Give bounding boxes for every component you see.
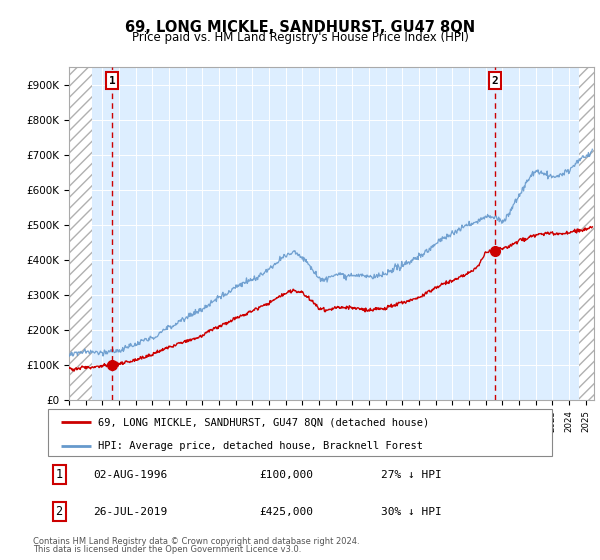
- Text: £425,000: £425,000: [260, 507, 314, 517]
- FancyBboxPatch shape: [48, 409, 552, 456]
- Text: 69, LONG MICKLE, SANDHURST, GU47 8QN: 69, LONG MICKLE, SANDHURST, GU47 8QN: [125, 20, 475, 35]
- Text: 02-AUG-1996: 02-AUG-1996: [94, 470, 167, 479]
- Text: This data is licensed under the Open Government Licence v3.0.: This data is licensed under the Open Gov…: [33, 545, 301, 554]
- Text: 2: 2: [56, 505, 62, 518]
- Text: 69, LONG MICKLE, SANDHURST, GU47 8QN (detached house): 69, LONG MICKLE, SANDHURST, GU47 8QN (de…: [98, 417, 430, 427]
- Text: 30% ↓ HPI: 30% ↓ HPI: [380, 507, 442, 517]
- Text: 1: 1: [109, 76, 115, 86]
- Text: 1: 1: [56, 468, 62, 481]
- Text: Price paid vs. HM Land Registry's House Price Index (HPI): Price paid vs. HM Land Registry's House …: [131, 31, 469, 44]
- Text: 2: 2: [491, 76, 499, 86]
- Text: 26-JUL-2019: 26-JUL-2019: [94, 507, 167, 517]
- Bar: [69, 67, 92, 400]
- Bar: [579, 67, 594, 400]
- Text: 27% ↓ HPI: 27% ↓ HPI: [380, 470, 442, 479]
- Text: £100,000: £100,000: [260, 470, 314, 479]
- Text: HPI: Average price, detached house, Bracknell Forest: HPI: Average price, detached house, Brac…: [98, 441, 424, 451]
- Text: Contains HM Land Registry data © Crown copyright and database right 2024.: Contains HM Land Registry data © Crown c…: [33, 537, 359, 546]
